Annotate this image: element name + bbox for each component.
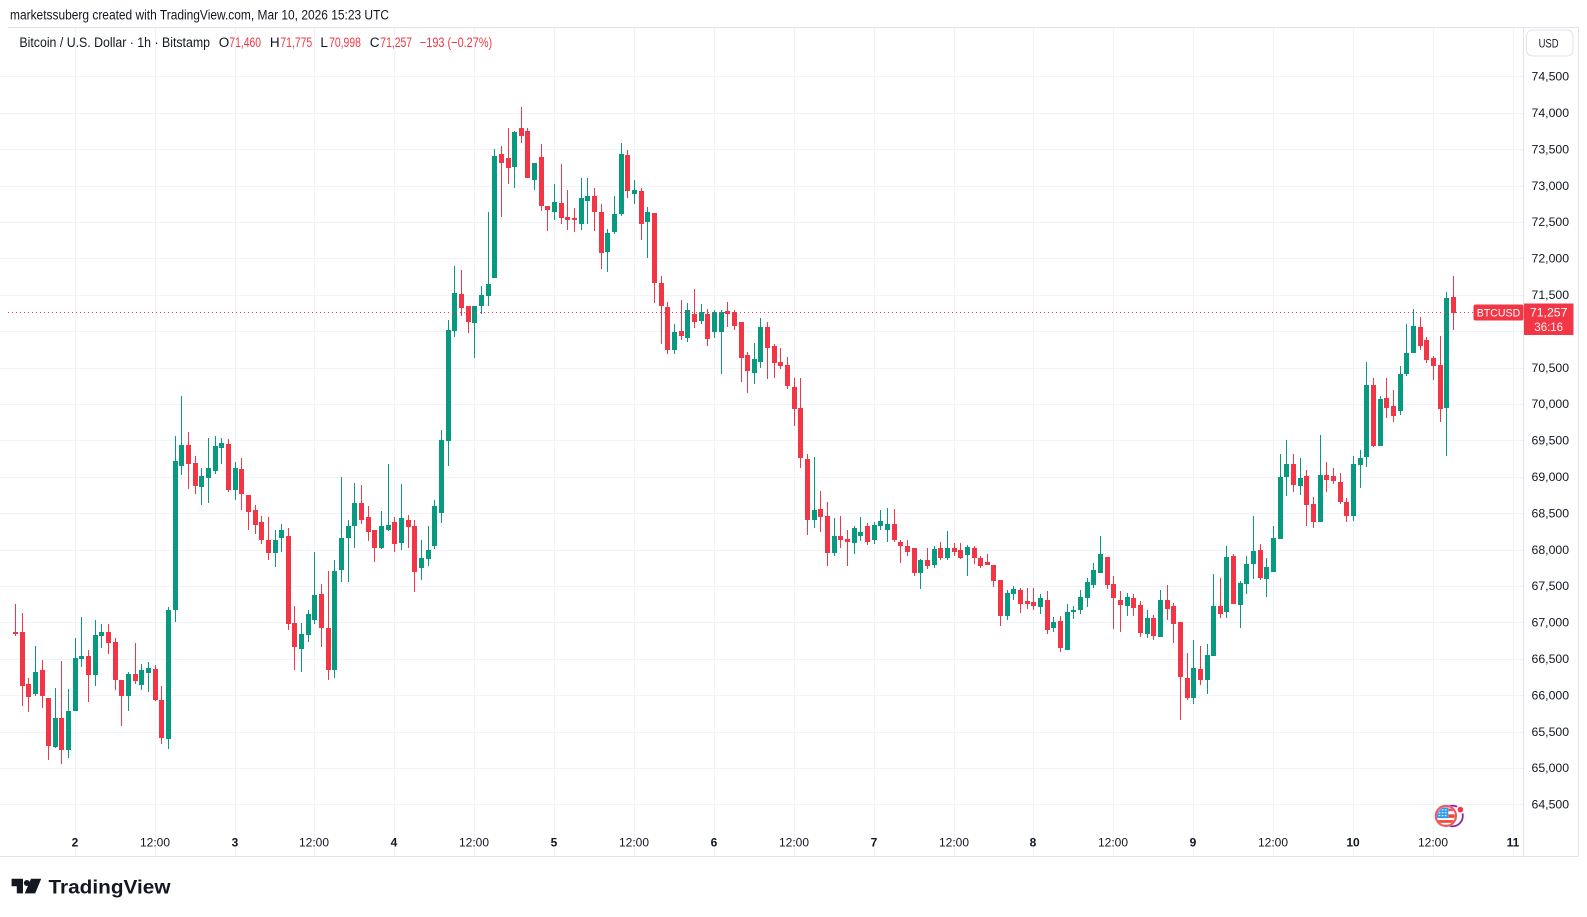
svg-text:6: 6 (711, 836, 718, 850)
svg-text:BTCUSD: BTCUSD (1477, 308, 1521, 320)
svg-text:67,000: 67,000 (1532, 616, 1570, 630)
svg-text:12:00: 12:00 (1098, 836, 1128, 850)
svg-text:67,500: 67,500 (1532, 579, 1570, 593)
svg-text:72,000: 72,000 (1532, 252, 1570, 266)
svg-text:74,000: 74,000 (1532, 106, 1570, 120)
svg-text:64,500: 64,500 (1532, 798, 1570, 812)
svg-text:70,998: 70,998 (329, 35, 361, 50)
svg-text:68,000: 68,000 (1532, 543, 1570, 557)
svg-text:Bitcoin / U.S. Dollar · 1h · B: Bitcoin / U.S. Dollar · 1h · Bitstamp (19, 35, 210, 50)
svg-text:11: 11 (1507, 836, 1520, 850)
svg-text:4: 4 (391, 836, 398, 850)
svg-text:70,500: 70,500 (1532, 361, 1570, 375)
svg-text:71,500: 71,500 (1532, 288, 1570, 302)
svg-text:12:00: 12:00 (619, 836, 649, 850)
svg-text:12:00: 12:00 (1418, 836, 1448, 850)
svg-text:7: 7 (871, 836, 878, 850)
svg-text:marketssuberg created with Tra: marketssuberg created with TradingView.c… (10, 8, 389, 23)
svg-text:−193 (−0.27%): −193 (−0.27%) (420, 35, 492, 50)
svg-text:65,000: 65,000 (1532, 761, 1570, 775)
svg-text:74,500: 74,500 (1532, 70, 1570, 84)
svg-text:71,460: 71,460 (229, 35, 261, 50)
svg-text:USD: USD (1539, 37, 1559, 51)
svg-text:12:00: 12:00 (779, 836, 809, 850)
svg-text:H: H (270, 35, 280, 50)
svg-text:3: 3 (232, 836, 239, 850)
svg-text:L: L (320, 35, 328, 50)
svg-text:71,775: 71,775 (280, 35, 312, 50)
svg-text:12:00: 12:00 (299, 836, 329, 850)
svg-text:70,000: 70,000 (1532, 397, 1570, 411)
svg-text:69,500: 69,500 (1532, 434, 1570, 448)
svg-text:TradingView: TradingView (49, 876, 172, 898)
svg-text:69,000: 69,000 (1532, 470, 1570, 484)
svg-text:9: 9 (1190, 836, 1197, 850)
svg-text:O: O (219, 35, 230, 50)
svg-text:12:00: 12:00 (939, 836, 969, 850)
svg-text:73,000: 73,000 (1532, 179, 1570, 193)
svg-text:36:16: 36:16 (1534, 322, 1563, 334)
svg-text:5: 5 (551, 836, 558, 850)
svg-text:C: C (370, 35, 380, 50)
svg-text:71,257: 71,257 (1530, 306, 1568, 320)
svg-text:66,000: 66,000 (1532, 688, 1570, 702)
svg-text:65,500: 65,500 (1532, 725, 1570, 739)
svg-text:10: 10 (1346, 836, 1360, 850)
svg-text:12:00: 12:00 (140, 836, 170, 850)
svg-text:66,500: 66,500 (1532, 652, 1570, 666)
svg-text:72,500: 72,500 (1532, 215, 1570, 229)
svg-text:71,257: 71,257 (380, 35, 412, 50)
svg-text:12:00: 12:00 (1258, 836, 1288, 850)
svg-text:2: 2 (72, 836, 79, 850)
svg-text:12:00: 12:00 (459, 836, 489, 850)
svg-text:68,500: 68,500 (1532, 506, 1570, 520)
svg-text:73,500: 73,500 (1532, 142, 1570, 156)
svg-text:8: 8 (1030, 836, 1037, 850)
